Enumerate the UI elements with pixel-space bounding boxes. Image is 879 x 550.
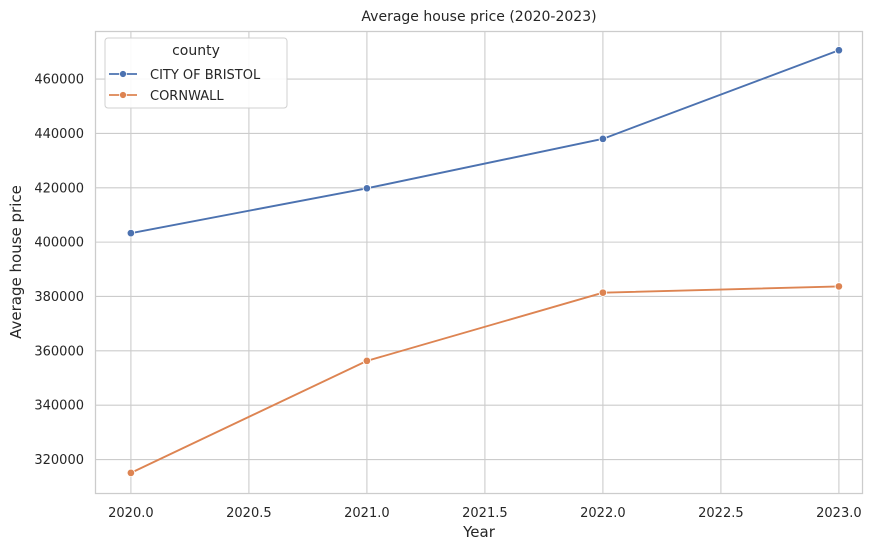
legend: county CITY OF BRISTOL CORNWALL	[104, 37, 288, 109]
data-point	[362, 184, 372, 193]
x-tick-label: 2022.0	[580, 506, 626, 521]
data-point	[598, 134, 608, 144]
y-axis-title: Average house price	[7, 185, 25, 339]
legend-title: county	[172, 43, 220, 59]
legend-marker-cornwall	[119, 91, 127, 99]
y-tick-label: 360000	[34, 344, 84, 359]
grid	[95, 31, 863, 494]
y-tick-label: 460000	[34, 73, 84, 88]
y-tick-label: 400000	[34, 236, 84, 251]
series-line-1	[130, 285, 839, 474]
data-point	[598, 288, 608, 297]
y-tick-label: 380000	[34, 290, 84, 305]
y-tick-label: 440000	[34, 127, 84, 142]
data-point	[834, 46, 844, 55]
legend-label-bristol: CITY OF BRISTOL	[150, 68, 261, 83]
x-tick-label: 2022.5	[698, 506, 744, 521]
chart-title: Average house price (2020-2023)	[361, 9, 596, 25]
data-point	[126, 228, 136, 238]
y-tick-label: 340000	[34, 399, 84, 414]
x-tick-label: 2020.5	[226, 506, 272, 521]
y-tick-label: 420000	[34, 181, 84, 196]
tick-labels: 2020.0 2020.5 2021.0 2021.5 2022.0 2022.5 2023…	[34, 73, 861, 521]
x-tick-label: 2020.0	[108, 506, 154, 521]
legend-marker-bristol	[119, 70, 127, 78]
series-layer	[126, 46, 844, 478]
y-tick-label: 320000	[34, 453, 84, 468]
x-axis-title: Year	[462, 523, 496, 541]
series-line-0	[130, 49, 840, 235]
x-tick-label: 2023.0	[816, 506, 862, 521]
legend-box	[104, 37, 288, 109]
plot-frame	[94, 30, 864, 495]
x-tick-label: 2021.0	[344, 506, 390, 521]
legend-label-cornwall: CORNWALL	[150, 89, 224, 104]
data-point	[834, 282, 844, 291]
x-tick-label: 2021.5	[462, 506, 508, 521]
data-point	[362, 356, 372, 366]
data-point	[126, 468, 136, 478]
